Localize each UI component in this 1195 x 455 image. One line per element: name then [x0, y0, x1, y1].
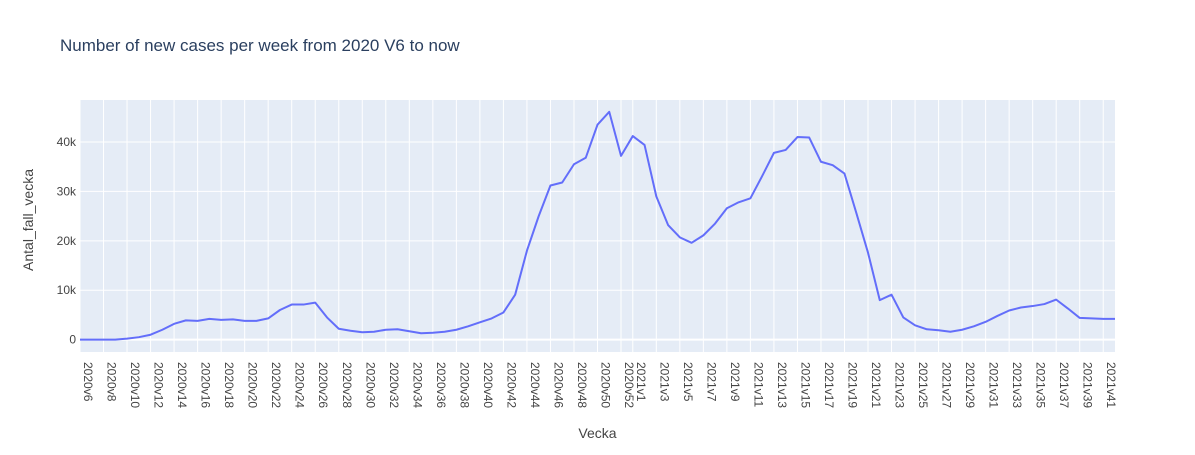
- x-tick-label: 2021v25: [916, 362, 930, 408]
- x-tick-label: 2020v6: [81, 362, 95, 402]
- x-axis-label: Vecka: [578, 425, 616, 441]
- x-tick-label: 2021v23: [893, 362, 907, 408]
- x-tick-label: 2021v9: [728, 362, 742, 402]
- x-tick-label: 2021v33: [1010, 362, 1024, 408]
- x-tick-label: 2020v10: [128, 362, 142, 408]
- x-tick-label: 2021v29: [963, 362, 977, 408]
- x-tick-label: 2020v40: [481, 362, 495, 408]
- x-tick-label: 2020v50: [599, 362, 613, 408]
- x-tick-label: 2021v35: [1034, 362, 1048, 408]
- x-tick-label: 2021v31: [987, 362, 1001, 408]
- x-tick-label: 2020v24: [293, 362, 307, 408]
- series-line: [80, 110, 1115, 341]
- series-layer: [80, 110, 1115, 341]
- x-axis-ticks: 2020v6 2020v8 2020v10 2020v12 2020v14 2020v16…: [81, 362, 1118, 408]
- x-tick-label: 2020v34: [410, 362, 424, 408]
- x-tick-label: 2021v13: [775, 362, 789, 408]
- x-tick-label: 2020v32: [387, 362, 401, 408]
- x-tick-label: 2021v7: [704, 362, 718, 402]
- x-tick-label: 2020v36: [434, 362, 448, 408]
- y-axis-label: Antal_fall_vecka: [20, 169, 36, 271]
- x-tick-label: 2021v5: [681, 362, 695, 402]
- x-tick-label: 2021v17: [822, 362, 836, 408]
- x-tick-label: 2020v28: [340, 362, 354, 408]
- y-tick-label: 0: [69, 333, 76, 347]
- x-tick-label: 2021v1: [634, 362, 648, 402]
- x-tick-label: 2021v41: [1104, 362, 1118, 408]
- x-tick-label: 2021v39: [1081, 362, 1095, 408]
- y-tick-label: 10k: [57, 283, 77, 297]
- x-tick-label: 2020v48: [575, 362, 589, 408]
- x-tick-label: 2020v52: [622, 362, 636, 408]
- x-tick-label: 2020v38: [457, 362, 471, 408]
- x-tick-label: 2020v16: [199, 362, 213, 408]
- x-tick-label: 2021v19: [845, 362, 859, 408]
- y-tick-label: 40k: [57, 135, 77, 149]
- x-tick-label: 2020v42: [504, 362, 518, 408]
- y-tick-label: 20k: [57, 234, 77, 248]
- x-tick-label: 2020v12: [152, 362, 166, 408]
- x-tick-label: 2020v26: [316, 362, 330, 408]
- y-tick-label: 30k: [57, 184, 77, 198]
- x-tick-label: 2021v37: [1057, 362, 1071, 408]
- x-tick-label: 2020v8: [105, 362, 119, 402]
- x-tick-label: 2021v3: [657, 362, 671, 402]
- x-tick-label: 2020v30: [363, 362, 377, 408]
- x-tick-label: 2020v20: [246, 362, 260, 408]
- x-tick-label: 2020v18: [222, 362, 236, 408]
- x-tick-label: 2021v15: [798, 362, 812, 408]
- x-tick-label: 2021v11: [751, 362, 765, 407]
- x-tick-label: 2020v14: [175, 362, 189, 408]
- chart-title: Number of new cases per week from 2020 V…: [60, 36, 460, 55]
- x-tick-label: 2020v46: [551, 362, 565, 408]
- x-tick-label: 2020v44: [528, 362, 542, 408]
- x-tick-label: 2020v22: [269, 362, 283, 408]
- x-tick-label: 2021v27: [940, 362, 954, 408]
- y-axis-ticks: 0 10k 20k 30k 40k: [57, 135, 77, 347]
- x-tick-label: 2021v21: [869, 362, 883, 408]
